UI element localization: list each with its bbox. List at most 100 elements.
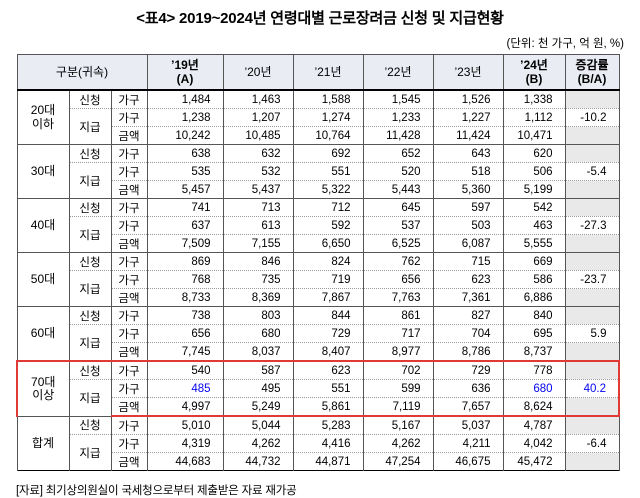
unit-label-amount: 금액: [110, 452, 148, 471]
cell-apply-household: 869: [146, 252, 224, 271]
unit-label-household: 가구: [110, 144, 148, 163]
cell-pay-household: 623: [432, 270, 504, 289]
cell-pay-amount: 10,471: [502, 126, 566, 145]
row-group-label-20s-under: 20대 이하: [16, 89, 70, 145]
cell-pay-household: 1,274: [292, 108, 364, 127]
apply-label: 신청: [68, 89, 112, 109]
cell-apply-household: 1,484: [146, 89, 224, 109]
cell-pay-amount: 4,997: [146, 397, 224, 417]
cell-pay-amount: 5,861: [292, 397, 364, 417]
table-header-row: 구분(귀속) ’19년 (A) ’20년 ’21년 ’22년 ’23년 ’24년 (B) 증감률…: [16, 54, 620, 91]
cell-apply-household: 669: [502, 252, 566, 271]
cell-apply-household: 702: [362, 360, 434, 380]
cell-rate-blank: [564, 252, 620, 271]
row-20s-under-pay-amount: 금액 10,242 10,485 10,764 11,428 11,424 10,471: [17, 126, 620, 145]
cell-rate-blank: [564, 89, 620, 109]
row-group-label-60s: 60대: [16, 306, 70, 361]
row-group-label-50s: 50대: [16, 252, 70, 307]
cell-apply-household: 643: [432, 144, 504, 163]
cell-pay-amount: 8,786: [432, 342, 504, 361]
cell-change-rate: -23.7: [564, 270, 620, 289]
unit-label-household: 가구: [110, 415, 148, 435]
cell-apply-household: 5,283: [292, 415, 364, 435]
row-30s-pay-household: 지급 가구 535 532 551 520 518 506 -5.4: [17, 162, 620, 199]
cell-pay-household: 637: [146, 216, 224, 235]
cell-pay-household: 599: [362, 379, 434, 398]
cell-pay-amount: 47,254: [362, 452, 434, 471]
cell-pay-household: 485: [146, 379, 224, 398]
unit-label-amount: 금액: [110, 180, 148, 199]
cell-apply-household: 861: [362, 306, 434, 325]
cell-apply-household: 652: [362, 144, 434, 163]
cell-pay-household: 537: [362, 216, 434, 235]
unit-label-amount: 금액: [110, 234, 148, 253]
pay-label: 지급: [68, 108, 112, 145]
cell-apply-household: 729: [432, 360, 504, 380]
cell-rate-blank: [564, 397, 620, 417]
cell-pay-amount: 5,249: [222, 397, 294, 417]
cell-pay-household: 592: [292, 216, 364, 235]
cell-pay-household: 506: [502, 162, 566, 181]
row-40s-pay-household: 지급 가구 637 613 592 537 503 463 -27.3: [17, 216, 620, 253]
row-30s-pay-amount: 금액 5,457 5,437 5,322 5,443 5,360 5,199: [17, 180, 620, 199]
row-40s-apply-household: 40대 신청 가구 741 713 712 645 597 542: [16, 198, 620, 253]
cell-pay-household: 4,319: [146, 434, 224, 453]
cell-pay-household: 613: [222, 216, 294, 235]
cell-pay-amount: 8,733: [146, 288, 224, 307]
row-60s-pay-household: 지급 가구 656 680 729 717 704 695 5.9: [17, 324, 620, 361]
row-group-label-total: 합계: [16, 415, 70, 471]
row-70s-over-pay-household: 지급 가구 485 495 551 599 636 680 40.2: [17, 379, 620, 416]
cell-pay-household: 636: [432, 379, 504, 398]
cell-pay-household: 680: [502, 379, 566, 398]
cell-pay-amount: 44,732: [222, 452, 294, 471]
cell-apply-household: 846: [222, 252, 294, 271]
cell-apply-household: 1,338: [502, 89, 566, 109]
cell-apply-household: 5,044: [222, 415, 294, 435]
cell-change-rate: 5.9: [564, 324, 620, 343]
unit-label-household: 가구: [110, 306, 148, 325]
cell-apply-household: 778: [502, 360, 566, 380]
apply-label: 신청: [68, 252, 112, 271]
cell-pay-amount: 7,119: [362, 397, 434, 417]
row-group-label-30s: 30대: [16, 144, 70, 199]
cell-pay-amount: 5,443: [362, 180, 434, 199]
cell-pay-household: 532: [222, 162, 294, 181]
column-header-year-22: ’22년: [362, 54, 434, 91]
cell-apply-household: 713: [222, 198, 294, 217]
cell-pay-household: 551: [292, 162, 364, 181]
cell-pay-amount: 46,675: [432, 452, 504, 471]
pay-label: 지급: [68, 270, 112, 307]
cell-pay-amount: 7,763: [362, 288, 434, 307]
apply-label: 신청: [68, 306, 112, 325]
column-header-year-24: ’24년 (B): [502, 54, 566, 91]
cell-rate-blank: [564, 144, 620, 163]
cell-pay-amount: 8,407: [292, 342, 364, 361]
cell-pay-amount: 8,624: [502, 397, 566, 417]
cell-pay-household: 719: [292, 270, 364, 289]
unit-label-household: 가구: [110, 216, 148, 235]
cell-apply-household: 762: [362, 252, 434, 271]
unit-label-household: 가구: [110, 434, 148, 453]
cell-pay-household: 729: [292, 324, 364, 343]
row-50s-pay-household: 지급 가구 768 735 719 656 623 586 -23.7: [17, 270, 620, 307]
row-group-label-40s: 40대: [16, 198, 70, 253]
cell-pay-amount: 5,360: [432, 180, 504, 199]
cell-apply-household: 542: [502, 198, 566, 217]
column-header-gubun: 구분(귀속): [16, 54, 148, 91]
cell-pay-amount: 6,650: [292, 234, 364, 253]
cell-rate-blank: [564, 198, 620, 217]
cell-pay-amount: 44,871: [292, 452, 364, 471]
unit-label-household: 가구: [110, 198, 148, 217]
cell-apply-household: 623: [292, 360, 364, 380]
cell-pay-household: 495: [222, 379, 294, 398]
cell-apply-household: 824: [292, 252, 364, 271]
pay-label: 지급: [68, 379, 112, 416]
cell-pay-amount: 6,525: [362, 234, 434, 253]
cell-apply-household: 738: [146, 306, 224, 325]
cell-pay-amount: 5,457: [146, 180, 224, 199]
cell-pay-household: 4,262: [222, 434, 294, 453]
cell-pay-household: 520: [362, 162, 434, 181]
cell-pay-amount: 7,155: [222, 234, 294, 253]
row-30s-apply-household: 30대 신청 가구 638 632 692 652 643 620: [16, 144, 620, 199]
